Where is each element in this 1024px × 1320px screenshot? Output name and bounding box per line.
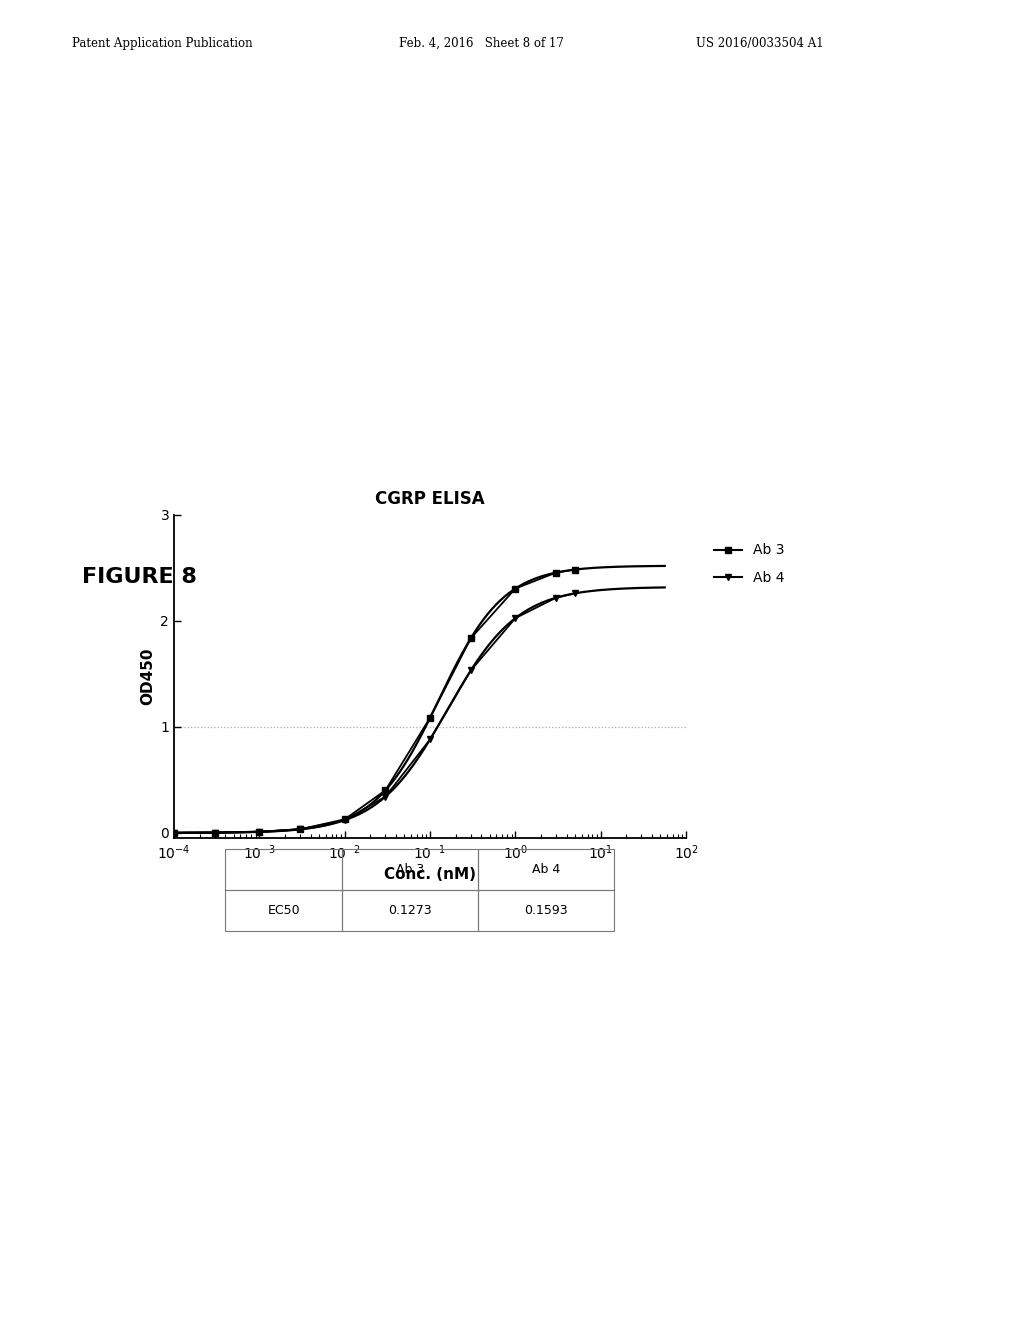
Bar	[225, 890, 342, 931]
Text: Ab 4: Ab 4	[532, 863, 560, 875]
Text: 0.1593: 0.1593	[524, 904, 568, 916]
Legend: Ab 3, Ab 4: Ab 3, Ab 4	[709, 539, 790, 591]
Bar	[342, 890, 478, 931]
Y-axis label: OD450: OD450	[140, 648, 155, 705]
Text: 0.1273: 0.1273	[388, 904, 432, 916]
Bar	[342, 849, 478, 890]
Text: US 2016/0033504 A1: US 2016/0033504 A1	[696, 37, 824, 50]
Bar	[225, 849, 342, 890]
X-axis label: Conc. (nM): Conc. (nM)	[384, 867, 476, 882]
Text: EC50: EC50	[267, 904, 300, 916]
Text: Feb. 4, 2016   Sheet 8 of 17: Feb. 4, 2016 Sheet 8 of 17	[399, 37, 564, 50]
Text: Patent Application Publication: Patent Application Publication	[72, 37, 252, 50]
Title: CGRP ELISA: CGRP ELISA	[375, 490, 485, 508]
Text: Ab 3: Ab 3	[396, 863, 424, 875]
Bar	[478, 890, 614, 931]
Text: FIGURE 8: FIGURE 8	[82, 568, 197, 587]
Bar	[478, 849, 614, 890]
